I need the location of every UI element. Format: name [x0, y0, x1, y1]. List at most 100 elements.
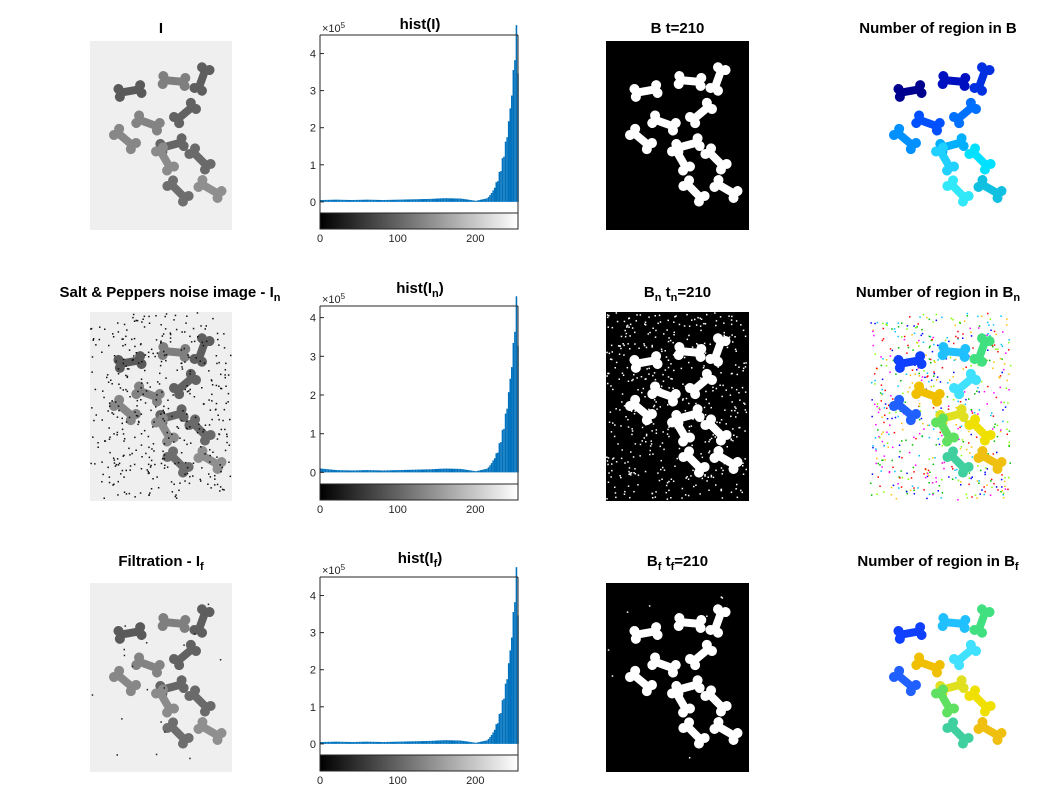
- noise-pixel: [995, 348, 997, 350]
- noise-pixel: [724, 409, 726, 411]
- noise-pixel: [952, 376, 954, 378]
- noise-pixel: [186, 385, 188, 387]
- noise-pixel: [615, 408, 617, 410]
- noise-pixel: [988, 324, 990, 326]
- noise-pixel: [927, 472, 929, 475]
- noise-pixel: [955, 477, 957, 479]
- noise-pixel: [722, 384, 724, 387]
- noise-pixel: [664, 350, 666, 352]
- histogram-bar: [507, 663, 510, 744]
- histogram-bar: [445, 198, 448, 202]
- histogram-bar: [361, 470, 364, 473]
- noise-pixel: [918, 375, 921, 377]
- histogram-bar: [391, 199, 393, 202]
- noise-pixel: [909, 489, 912, 492]
- noise-pixel: [708, 489, 710, 491]
- histogram-bar: [385, 199, 387, 202]
- noise-pixel: [918, 345, 920, 347]
- noise-pixel: [933, 343, 935, 346]
- noise-pixel: [654, 496, 657, 498]
- cookie: [964, 143, 996, 175]
- noise-pixel: [108, 344, 110, 347]
- histogram-bar: [465, 199, 468, 202]
- histogram-bar: [402, 199, 404, 202]
- noise-pixel: [164, 328, 167, 330]
- noise-pixel: [909, 386, 911, 389]
- noise-pixel: [626, 326, 628, 328]
- histogram-bar: [374, 741, 376, 744]
- noise-pixel: [125, 388, 127, 391]
- original-image-canvas: [90, 41, 232, 230]
- histogram-bar: [462, 740, 465, 744]
- noise-pixel: [623, 405, 626, 407]
- histogram-bar: [495, 724, 498, 744]
- noise-pixel: [163, 687, 165, 689]
- region-map: [870, 41, 1013, 230]
- noise-pixel: [662, 380, 665, 382]
- histogram-bar: [478, 742, 480, 744]
- histogram-bar: [487, 738, 490, 744]
- histogram-bar: [441, 468, 443, 473]
- histogram-bar: [399, 199, 401, 202]
- histogram-bar: [357, 470, 359, 473]
- noise-pixel: [112, 413, 115, 415]
- noise-pixel: [952, 399, 955, 401]
- noise-pixel: [204, 453, 206, 455]
- histogram-3-title-sub: f: [433, 558, 438, 570]
- histogram-bar: [405, 199, 407, 202]
- noise-pixel: [99, 326, 101, 328]
- noise-pixel: [891, 328, 893, 330]
- noise-pixel: [900, 380, 902, 382]
- noise-pixel: [710, 437, 713, 440]
- noise-image-title-sub: n: [273, 292, 281, 304]
- noise-pixel: [879, 464, 881, 466]
- noise-pixel: [871, 381, 873, 384]
- noise-pixel: [122, 389, 124, 391]
- histogram-bar: [400, 199, 403, 202]
- noise-pixel: [989, 335, 991, 337]
- noise-pixel: [645, 441, 647, 443]
- noise-pixel: [725, 423, 727, 425]
- noise-pixel: [617, 345, 620, 347]
- histogram-bar: [332, 199, 334, 202]
- histogram-bar: [467, 741, 470, 744]
- histogram-bar: [352, 199, 355, 202]
- histogram-bar: [352, 741, 355, 744]
- histogram-bar: [343, 470, 345, 473]
- noise-pixel: [744, 391, 747, 393]
- noise-pixel: [665, 484, 668, 487]
- noise-pixel: [152, 443, 155, 445]
- histogram-bar: [515, 567, 518, 744]
- noise-pixel: [153, 450, 155, 452]
- noise-pixel: [623, 493, 626, 495]
- noise-pixel: [906, 352, 908, 354]
- noise-pixel: [1009, 462, 1011, 464]
- noise-pixel: [135, 319, 137, 322]
- noise-pixel: [212, 317, 214, 320]
- noise-pixel: [715, 484, 717, 486]
- cookie: [893, 80, 927, 102]
- noise-pixel: [1006, 324, 1008, 326]
- noise-pixel: [617, 443, 619, 445]
- histogram-bar: [445, 468, 448, 473]
- noise-pixel: [997, 351, 999, 353]
- noise-pixel: [634, 468, 636, 470]
- noise-pixel: [91, 407, 93, 409]
- noise-pixel: [209, 454, 211, 457]
- gray-colorbar: [319, 754, 519, 772]
- noise-pixel: [645, 346, 648, 349]
- noise-pixel: [1002, 497, 1005, 499]
- histogram-bar: [358, 199, 361, 202]
- noise-pixel: [202, 431, 204, 433]
- binary-image: [606, 41, 749, 230]
- histogram-bar: [343, 741, 345, 744]
- noise-pixel: [914, 364, 916, 366]
- cookie: [942, 175, 974, 207]
- noise-pixel: [639, 314, 642, 316]
- noise-pixel: [148, 322, 151, 324]
- cookie: [162, 175, 194, 207]
- noise-pixel: [140, 399, 142, 401]
- histogram-bar: [394, 741, 397, 744]
- noise-pixel: [618, 353, 621, 355]
- noise-pixel: [913, 487, 915, 489]
